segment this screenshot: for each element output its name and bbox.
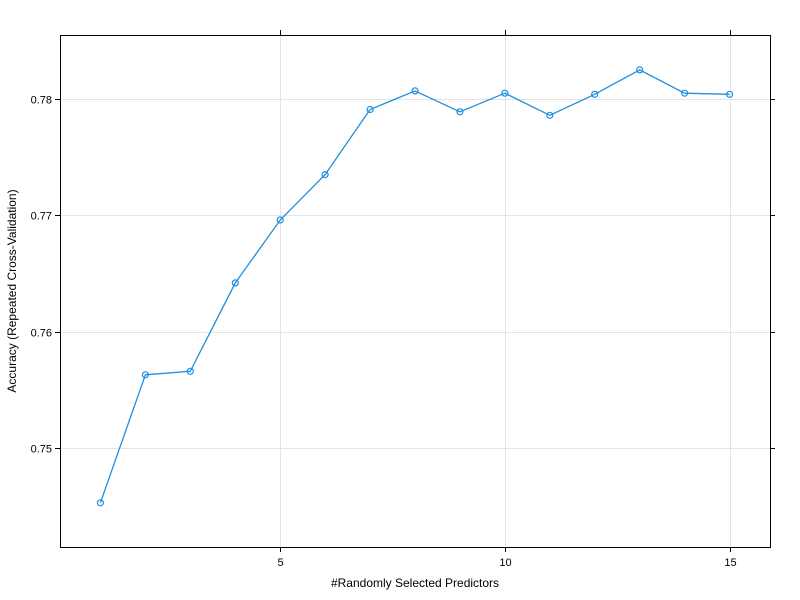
data-point [725,90,734,98]
data-point [141,371,149,379]
series-line [99,69,730,504]
tick-labels: 5 10 15 0.75 0.76 0.77 0.78 [31,95,737,570]
gridlines [60,35,770,547]
data-point [546,111,554,119]
data-point [456,108,464,116]
data-point [231,279,239,287]
data-point [186,367,194,375]
data-point [321,171,329,179]
data-point [501,89,509,97]
x-tick-label: 5 [277,557,283,569]
data-point [96,499,105,507]
x-tick-label: 15 [724,557,736,569]
data-point [276,216,284,224]
y-tick-label: 0.77 [31,211,52,223]
y-tick-label: 0.75 [31,444,52,456]
data-point [411,87,419,95]
x-tick-label: 10 [499,557,511,569]
data-point [680,89,689,97]
axis-ticks [55,30,775,552]
data-point [591,90,599,98]
y-tick-label: 0.78 [31,95,52,107]
data-point [366,105,374,114]
y-tick-label: 0.76 [31,328,52,340]
y-axis-title: Accuracy (Repeated Cross-Validation) [5,189,19,392]
x-axis-title: #Randomly Selected Predictors [331,576,499,590]
series-layer [96,66,734,507]
data-point [636,66,644,74]
plot-frame [60,35,771,548]
